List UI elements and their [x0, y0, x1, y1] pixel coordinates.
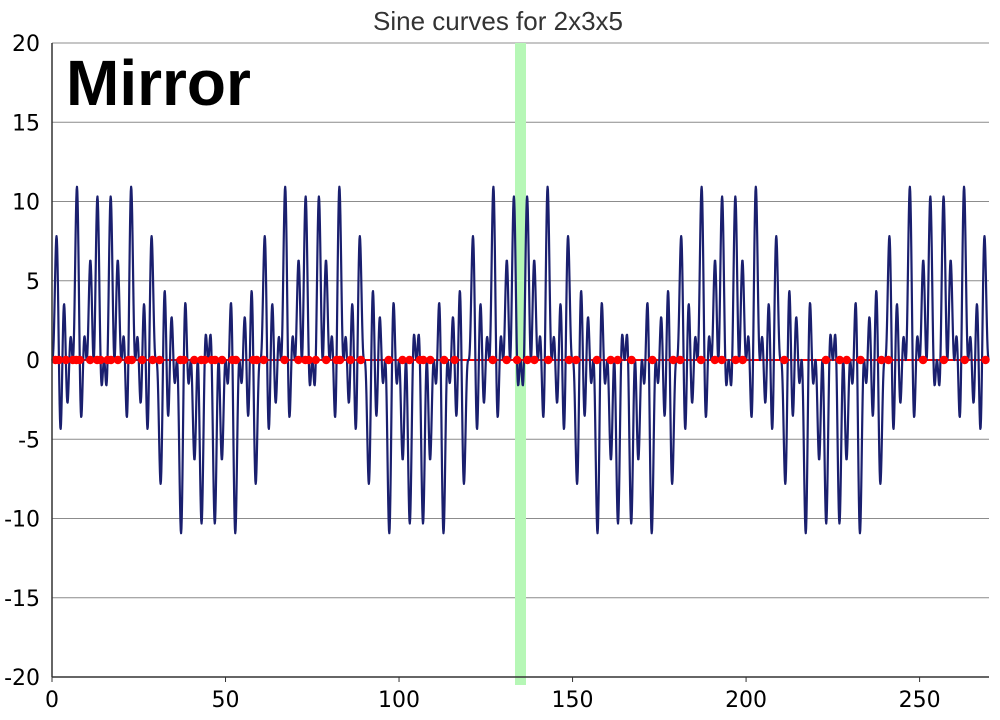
zero-point	[738, 355, 747, 365]
zero-point	[106, 355, 116, 365]
zero-point	[856, 355, 865, 365]
zero-point	[321, 355, 331, 365]
y-tick-label: 0	[26, 349, 40, 374]
zero-point	[592, 355, 602, 365]
zero-point	[821, 355, 831, 365]
zero-point	[356, 355, 366, 365]
zero-point	[717, 355, 726, 365]
zero-point	[419, 355, 428, 365]
zero-point	[512, 355, 522, 365]
zero-point	[294, 355, 303, 365]
zero-point	[405, 355, 414, 365]
zero-point	[571, 355, 581, 365]
zero-points	[51, 355, 990, 365]
zero-point	[780, 355, 789, 365]
zero-point	[675, 355, 685, 365]
y-tick-labels: 20 15 10 5 0 -5 -10 -15 -20	[4, 32, 40, 691]
y-tick-label: 10	[12, 191, 40, 216]
zero-point	[304, 355, 314, 365]
zero-point	[696, 355, 706, 365]
zero-point	[179, 355, 189, 365]
zero-point	[190, 355, 199, 365]
zero-point	[426, 355, 435, 365]
x-tick-label: 50	[212, 688, 240, 713]
zero-point	[918, 355, 928, 365]
zero-point	[113, 355, 123, 365]
zero-point	[502, 355, 511, 365]
zero-point	[835, 355, 844, 365]
zero-point	[280, 355, 289, 365]
x-tick-label: 200	[725, 688, 767, 713]
zero-point	[613, 355, 622, 365]
zero-point	[884, 355, 893, 365]
zero-point	[217, 355, 227, 365]
zero-point	[200, 355, 209, 365]
zero-point	[54, 355, 64, 365]
zero-point	[252, 355, 261, 365]
x-tick-label: 250	[899, 688, 941, 713]
zero-point	[960, 355, 969, 365]
zero-point	[668, 355, 678, 365]
zero-point	[488, 355, 497, 365]
zero-point	[96, 355, 105, 365]
zero-point	[731, 355, 740, 365]
zero-point	[544, 355, 553, 365]
y-tick-label: -10	[4, 508, 40, 533]
zero-point	[61, 355, 71, 365]
zero-point	[335, 355, 345, 365]
zero-point	[210, 355, 220, 365]
zero-point	[877, 355, 886, 365]
zero-point	[564, 355, 574, 365]
y-tick-label: 15	[12, 111, 40, 136]
zero-point	[75, 355, 84, 365]
zero-point	[138, 355, 147, 365]
x-tick-label: 100	[378, 688, 420, 713]
y-tick-label: 5	[26, 270, 40, 295]
y-tick-label: 20	[12, 32, 40, 57]
zero-point	[127, 355, 137, 365]
zero-point	[231, 355, 241, 365]
x-tick-labels: 0 50 100 150 200 250	[45, 677, 941, 713]
x-tick-label: 0	[45, 688, 59, 713]
zero-point	[259, 355, 268, 365]
chart-title: Sine curves for 2x3x5	[373, 6, 623, 36]
zero-point	[523, 355, 532, 365]
zero-point	[627, 355, 636, 365]
zero-point	[439, 355, 449, 365]
zero-point	[384, 355, 393, 365]
zero-point	[346, 355, 355, 365]
axes	[51, 43, 989, 678]
y-tick-label: -15	[4, 587, 40, 612]
zero-point	[981, 355, 990, 365]
zero-point	[530, 355, 539, 365]
y-tick-label: -20	[4, 666, 40, 691]
y-tick-label: -5	[18, 428, 40, 453]
zero-point	[85, 355, 95, 365]
zero-point	[648, 355, 657, 365]
x-tick-label: 150	[552, 688, 594, 713]
mirror-label: Mirror	[66, 47, 251, 119]
zero-point	[939, 355, 949, 365]
zero-point	[710, 355, 720, 365]
zero-point	[311, 355, 320, 365]
zero-point	[148, 355, 157, 365]
zero-point	[155, 355, 164, 365]
zero-point	[842, 355, 851, 365]
zero-point	[606, 355, 615, 365]
zero-point	[398, 355, 407, 365]
zero-point	[450, 355, 459, 365]
